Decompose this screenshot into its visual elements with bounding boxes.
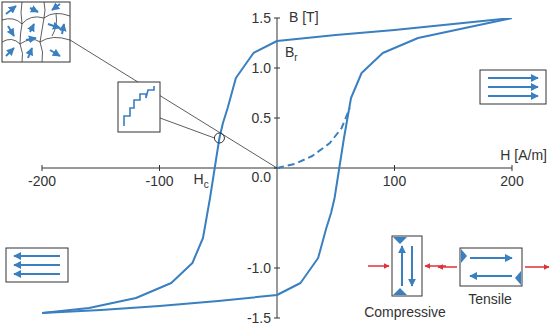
y-tick-label: -1.5	[247, 310, 271, 326]
x-tick-label: 100	[383, 173, 407, 189]
y-tick-label: 0.5	[252, 110, 272, 126]
domain-arrow	[14, 273, 60, 275]
annotation: Compressive	[364, 304, 446, 320]
domain-arrow	[411, 246, 413, 286]
x-tick-label: 200	[500, 173, 524, 189]
step-curve	[124, 86, 154, 126]
stress-arrow	[438, 266, 457, 268]
stress-arrow	[525, 266, 549, 268]
domain-arrow	[50, 50, 60, 56]
y-tick	[274, 118, 280, 119]
y-tick-label: 0.0	[252, 169, 272, 185]
annotation-main: H	[194, 171, 204, 187]
domain-arrow	[488, 77, 538, 79]
series-group	[42, 18, 512, 313]
inset-saturated-positive	[480, 70, 546, 104]
grain-boundary	[2, 13, 70, 24]
domain-arrow	[470, 257, 512, 259]
domain-arrow	[14, 264, 60, 266]
y-tick-label: 1.0	[252, 60, 272, 76]
inset-frame	[392, 236, 422, 296]
x-tick	[42, 165, 43, 171]
inset-frame	[460, 248, 522, 286]
y-tick	[274, 18, 280, 19]
annotation-subscript: r	[294, 52, 298, 63]
inset-compressive	[368, 236, 446, 296]
inset-steps	[118, 82, 160, 132]
grain-boundary	[20, 2, 23, 62]
inset-frame	[480, 70, 546, 104]
domain-arrow	[488, 86, 538, 88]
domain-arrow	[6, 6, 16, 14]
x-tick-label: -200	[28, 173, 56, 189]
hysteresis-branch	[42, 18, 512, 313]
x-axis-label: H [A/m]	[500, 147, 547, 163]
y-axis-label: B [T]	[289, 9, 319, 25]
annotation: Hc	[194, 171, 209, 190]
domain-arrow	[26, 38, 36, 40]
domain-arrow	[48, 24, 60, 28]
domain-arrow	[30, 24, 34, 32]
y-tick	[274, 68, 280, 69]
stress-arrow	[368, 265, 389, 267]
x-tick	[394, 165, 395, 171]
domain-arrow	[52, 4, 60, 10]
inset-frame	[118, 82, 160, 132]
domain-arrow	[470, 275, 512, 277]
domain-arrow	[14, 255, 60, 257]
annotation: Tensile	[468, 291, 512, 307]
domain-arrow	[30, 8, 38, 12]
x-tick	[159, 165, 160, 171]
annotation-subscript: c	[204, 179, 209, 190]
annotation: Br	[285, 44, 298, 63]
inset-grains	[2, 2, 70, 62]
domain-arrow	[28, 48, 32, 58]
inset-tensile	[438, 248, 549, 286]
grain-boundary	[40, 2, 45, 62]
closure-domain	[461, 249, 521, 285]
chart: -200 -100 100 200 -1.5 -1.0 0.0 0.5 1.0 1.5 H [A/m…	[0, 0, 553, 329]
x-tick-label: -100	[145, 173, 173, 189]
hysteresis-branch	[277, 108, 350, 168]
x-tick	[512, 165, 513, 171]
domain-arrow	[401, 246, 403, 286]
closure-domain	[393, 237, 407, 295]
inset-frame	[2, 2, 70, 62]
domain-arrow	[8, 26, 14, 36]
annotation-main: B	[285, 44, 294, 60]
y-tick	[274, 268, 280, 269]
grain-boundary	[2, 37, 70, 44]
domain-arrow	[62, 24, 64, 34]
inset-saturated-negative	[6, 248, 68, 282]
domain-arrow	[6, 48, 14, 56]
y-tick	[274, 318, 280, 319]
leader-line	[70, 40, 277, 168]
domain-arrow	[488, 95, 538, 97]
inset-frame	[6, 248, 68, 282]
leader-line	[160, 118, 214, 138]
y-tick-label: -1.0	[247, 260, 271, 276]
y-tick-label: 1.5	[252, 10, 272, 26]
hysteresis-branch	[42, 18, 512, 313]
